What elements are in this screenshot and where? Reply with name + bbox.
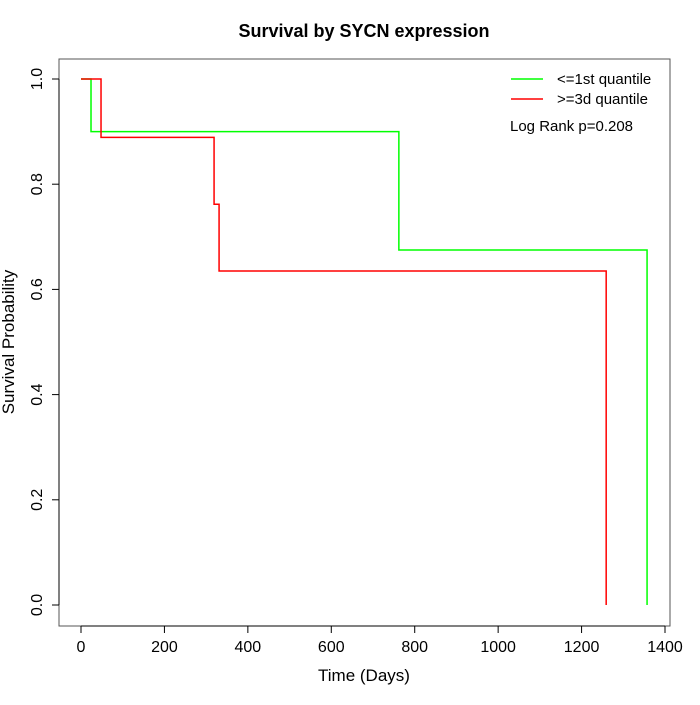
legend: <=1st quantile >=3d quantile bbox=[511, 71, 651, 108]
x-tick-label: 1400 bbox=[647, 639, 683, 656]
curve-low-quantile bbox=[81, 78, 648, 605]
x-tick-label: 1000 bbox=[480, 639, 516, 656]
curve-high-quantile bbox=[81, 78, 607, 605]
survival-curves bbox=[81, 78, 648, 605]
x-tick-label: 1200 bbox=[564, 639, 600, 656]
y-axis: 0.0 0.2 0.4 0.6 0.8 1.0 bbox=[29, 68, 60, 616]
x-tick-label: 400 bbox=[235, 639, 262, 656]
x-tick-label: 600 bbox=[318, 639, 345, 656]
y-tick-label: 0.2 bbox=[29, 489, 46, 511]
plot-box bbox=[58, 58, 671, 627]
y-tick-label: 1.0 bbox=[29, 68, 46, 90]
chart-title: Survival by SYCN expression bbox=[238, 21, 489, 41]
x-axis-label: Time (Days) bbox=[318, 666, 410, 685]
y-axis-label: Survival Probability bbox=[0, 269, 18, 414]
y-tick-label: 0.8 bbox=[29, 173, 46, 195]
y-tick-label: 0.0 bbox=[29, 594, 46, 616]
x-tick-label: 0 bbox=[77, 639, 86, 656]
x-tick-label: 800 bbox=[401, 639, 428, 656]
x-tick-label: 200 bbox=[151, 639, 178, 656]
log-rank-annotation: Log Rank p=0.208 bbox=[510, 118, 633, 135]
x-axis: 0 200 400 600 800 1000 1200 1400 bbox=[77, 625, 683, 656]
y-tick-label: 0.4 bbox=[29, 383, 46, 405]
legend-label-low: <=1st quantile bbox=[557, 71, 651, 88]
legend-label-high: >=3d quantile bbox=[557, 91, 648, 108]
y-tick-label: 0.6 bbox=[29, 278, 46, 300]
